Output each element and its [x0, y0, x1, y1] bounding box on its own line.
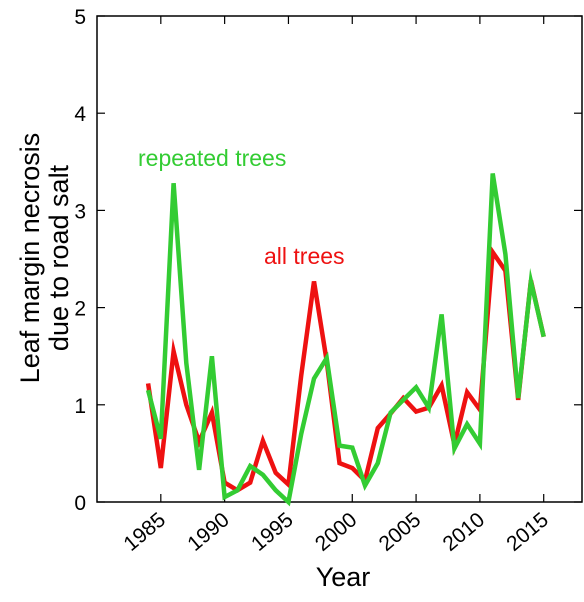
annotation-all-trees: all trees	[264, 243, 345, 269]
x-tick-label: 2010	[439, 508, 490, 556]
series-line-repeated-trees	[145, 173, 546, 507]
y-tick-label: 1	[74, 395, 86, 418]
x-axis-title: Year	[316, 562, 371, 592]
y-tick-label: 5	[74, 6, 86, 29]
y-tick-label: 3	[74, 200, 86, 223]
x-tick-label: 1985	[119, 508, 170, 556]
annotation-repeated-trees: repeated trees	[138, 145, 286, 171]
x-tick-label: 2015	[502, 508, 553, 556]
x-tick-label: 2000	[311, 508, 362, 556]
y-tick-label: 4	[74, 103, 86, 126]
y-tick-label: 2	[74, 298, 86, 321]
y-tick-label: 0	[74, 492, 86, 515]
y-axis-title-line-1: Leaf margin necrosis	[15, 133, 45, 384]
x-tick-label: 1995	[247, 508, 298, 556]
x-tick-label: 1990	[183, 508, 234, 556]
x-tick-label: 2005	[375, 508, 426, 556]
series-layer	[145, 173, 546, 507]
y-axis-ticks: 0 1 2 3 4 5	[74, 6, 582, 515]
series-line-all-trees	[145, 245, 546, 493]
y-axis-title-line-2: due to road salt	[44, 164, 74, 351]
plot-frame	[96, 15, 583, 503]
